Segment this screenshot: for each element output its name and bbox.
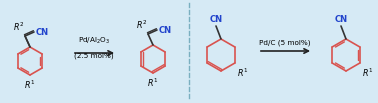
Text: Pd/C (5 mol%): Pd/C (5 mol%) <box>259 39 311 46</box>
Text: Pd/Al$_2$O$_3$: Pd/Al$_2$O$_3$ <box>78 36 110 46</box>
Text: $R^2$: $R^2$ <box>13 21 24 33</box>
Text: $R^1$: $R^1$ <box>147 77 159 89</box>
Text: CN: CN <box>36 28 49 36</box>
Text: $R^1$: $R^1$ <box>24 79 36 91</box>
Text: $R^1$: $R^1$ <box>362 67 373 79</box>
Text: $R^2$: $R^2$ <box>136 19 147 31</box>
Text: (2.5 mol%): (2.5 mol%) <box>74 52 114 59</box>
Text: CN: CN <box>335 15 347 24</box>
Text: CN: CN <box>159 26 172 35</box>
Text: CN: CN <box>209 15 223 24</box>
Text: $R^1$: $R^1$ <box>237 67 248 79</box>
